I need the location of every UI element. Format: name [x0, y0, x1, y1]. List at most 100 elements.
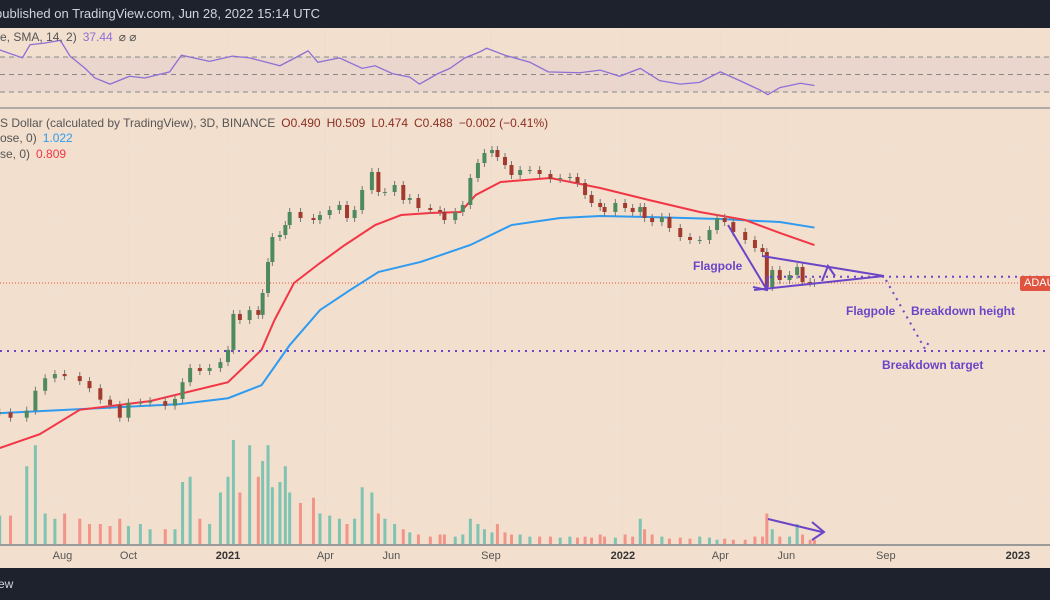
candle-body — [787, 274, 792, 280]
volume-bar — [438, 534, 442, 545]
flagpole-label-2: Flagpole — [846, 304, 896, 318]
volume-bar — [231, 440, 235, 545]
volume-bar — [181, 482, 185, 545]
volume-bar — [163, 529, 167, 545]
flagpole-label: Flagpole — [693, 259, 743, 273]
candle-body — [98, 388, 103, 400]
candle-body — [207, 368, 212, 371]
volume-bar — [667, 538, 671, 545]
candle-body — [231, 313, 236, 350]
candle-body — [442, 211, 447, 221]
candle-body — [311, 217, 316, 221]
candle-body — [266, 261, 271, 294]
candle-body — [33, 390, 38, 411]
candle-body — [407, 198, 412, 200]
candle-body — [126, 402, 131, 418]
candle-body — [482, 152, 487, 164]
candle-body — [678, 228, 683, 238]
ohlc-change: −0.002 (−0.41%) — [458, 116, 549, 130]
pennant-upper-line — [761, 255, 885, 277]
volume-bar — [698, 536, 702, 545]
rsi-line — [0, 39, 815, 96]
candle-body — [764, 251, 769, 287]
time-tick-label: Oct — [119, 550, 138, 562]
volume-bar — [761, 536, 765, 545]
time-tick-label: Jun — [382, 550, 401, 562]
volume-bar — [468, 518, 472, 545]
symbol-name: S Dollar (calculated by TradingView), 3D… — [0, 116, 276, 130]
volume-bar — [476, 524, 480, 545]
candle-body — [752, 239, 757, 249]
volume-bar — [88, 524, 92, 545]
candle-body — [43, 378, 48, 391]
volume-bar — [770, 529, 774, 545]
volume-bar — [33, 445, 37, 545]
volume-bar — [723, 538, 727, 545]
candle-body — [589, 194, 594, 203]
volume-bar — [490, 532, 494, 545]
volume-bar — [261, 461, 265, 545]
volume-bar — [401, 529, 405, 545]
candle-body — [256, 310, 261, 315]
volume-bar — [812, 539, 816, 545]
volume-bar — [118, 518, 122, 545]
candle-body — [575, 176, 580, 184]
volume-bar — [743, 539, 747, 545]
candle-body — [707, 230, 712, 240]
candle-body — [468, 177, 473, 205]
hidden-icon[interactable]: ⌀ ⌀ — [118, 30, 137, 44]
volume-bar — [376, 513, 380, 545]
volume-bar — [442, 534, 446, 545]
rsi-legend-label: e, SMA, 14, 2) — [0, 30, 77, 44]
volume-bar — [9, 515, 13, 545]
ma-red-line — [0, 176, 815, 450]
volume-bar — [78, 518, 82, 545]
candle-body — [731, 222, 736, 233]
volume-bar — [801, 534, 805, 545]
candle-body — [197, 368, 202, 371]
volume-bar — [598, 534, 602, 545]
time-tick-label: Aug — [52, 550, 73, 562]
candle-body — [287, 211, 292, 226]
candle-body — [659, 216, 664, 223]
brand-text: ew — [0, 577, 14, 591]
volume-bar — [360, 487, 364, 545]
volume-bar — [548, 536, 552, 545]
candles — [0, 146, 817, 422]
volume-bar — [408, 532, 412, 545]
candle-body — [795, 267, 800, 275]
ma1-legend: ose, 0) 1.022 — [0, 131, 79, 145]
volume-bar — [495, 524, 499, 545]
candle-body — [548, 174, 553, 179]
candle-body — [495, 150, 500, 158]
candle-body — [163, 401, 168, 406]
volume-bar — [278, 482, 282, 545]
time-tick-label: 2022 — [610, 550, 636, 562]
candle-body — [777, 270, 782, 280]
candle-body — [460, 204, 465, 212]
candle-body — [376, 171, 381, 192]
candle-body — [558, 177, 563, 179]
candle-body — [0, 412, 2, 414]
candle-body — [226, 349, 230, 363]
candle-body — [688, 237, 693, 240]
volume-bar — [688, 538, 692, 545]
candle-body — [416, 198, 421, 209]
volume-bar — [148, 529, 152, 545]
volume-bar — [603, 536, 607, 545]
volume-bar — [226, 476, 230, 545]
candle-body — [630, 208, 635, 212]
candle-body — [770, 270, 775, 287]
volume-bar — [298, 503, 302, 545]
volume-trend-arrowhead — [811, 521, 826, 541]
price-chart[interactable] — [0, 0, 1050, 568]
volume-bar — [25, 466, 29, 545]
volume-bar — [288, 492, 292, 545]
candle-body — [518, 169, 523, 175]
candle-body — [502, 157, 507, 166]
time-tick-label: Apr — [316, 550, 334, 562]
candle-body — [623, 202, 628, 209]
rsi-value: 37.44 — [82, 30, 113, 44]
volume-bar — [568, 536, 572, 545]
time-tick-label: Sep — [481, 550, 501, 562]
